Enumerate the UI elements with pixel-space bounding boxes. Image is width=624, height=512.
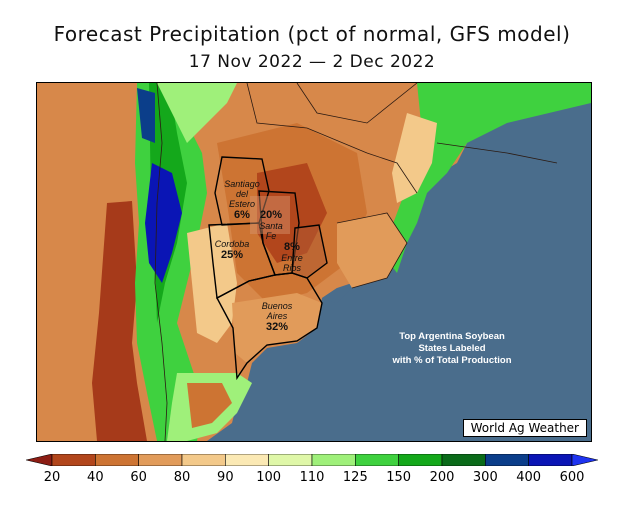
- andes-blue-core: [145, 163, 182, 283]
- note-line-3: with % of Total Production: [392, 355, 512, 366]
- northern-green: [157, 83, 237, 143]
- label-santa-fe: 20% Santa Fe: [251, 209, 291, 241]
- entre-rios-outline: [291, 224, 328, 279]
- colorbar-cell: [51, 454, 96, 466]
- colorbar-cell: [268, 454, 313, 466]
- santa-fe-name-1: Santa: [259, 221, 283, 231]
- colorbar-cell: [398, 454, 443, 466]
- colorbar-tick-label: 200: [429, 470, 455, 485]
- colorbar-tick-label: 150: [386, 470, 412, 485]
- chart-title: Forecast Precipitation (pct of normal, G…: [53, 22, 571, 46]
- colorbar-tick-label: 80: [173, 470, 191, 485]
- santiago-name-1: Santiago: [224, 179, 260, 189]
- colorbar-cell: [311, 454, 356, 466]
- label-santiago-del-estero: Santiago del Estero 6%: [217, 179, 267, 221]
- uruguay-region: [337, 213, 407, 288]
- colorbar-tick-label: 60: [130, 470, 147, 485]
- colorbar-arrow-low: [26, 454, 53, 466]
- colorbar-cell: [225, 454, 269, 466]
- colorbar-cell: [181, 454, 226, 466]
- patagonia-dark: [187, 383, 232, 428]
- note-line-2: States Labeled: [418, 343, 486, 354]
- precipitation-map: Santiago del Estero 6% 20% Santa Fe Cord…: [36, 82, 592, 442]
- santa-fe-pct: 20%: [259, 209, 283, 221]
- colorbar-tick-label: 90: [217, 470, 234, 485]
- colorbar-cell: [441, 454, 486, 466]
- colorbar-cell: [138, 454, 183, 466]
- label-entre-rios: 8% Entre Rios: [277, 241, 307, 273]
- credit-label: World Ag Weather: [462, 419, 587, 437]
- santiago-name-2: del: [235, 189, 248, 199]
- colorbar-tick-label: 400: [516, 470, 542, 485]
- santa-fe-highlight: [250, 196, 290, 234]
- date-range: 17 Nov 2022 — 2 Dec 2022: [188, 52, 436, 72]
- entre-rios-name-1: Entre: [281, 253, 303, 263]
- cordoba-pct: 25%: [220, 249, 244, 261]
- colorbar-tick-label: 110: [299, 470, 325, 485]
- buenos-aires-outline: [216, 272, 323, 381]
- colorbar-labels: 20 40 60 80 90 100 110 125 150 200 300 400 600: [0, 470, 624, 486]
- colorbar-tick-label: 125: [342, 470, 368, 485]
- colorbar-cell: [355, 454, 399, 466]
- colorbar: [26, 454, 598, 466]
- colorbar-cell: [485, 454, 529, 466]
- buenos-aires-pct: 32%: [265, 321, 289, 333]
- colorbar-tick-label: 300: [472, 470, 498, 485]
- santiago-name-3: Estero: [228, 199, 255, 209]
- colorbar-arrow-high: [571, 454, 598, 466]
- brazil-coast-light: [392, 113, 437, 203]
- colorbar-cell: [95, 454, 139, 466]
- santiago-pct: 6%: [234, 209, 250, 221]
- label-buenos-aires: Buenos Aires 32%: [252, 301, 302, 333]
- buenos-aires-region: [232, 293, 322, 363]
- entre-rios-pct: 8%: [284, 241, 300, 253]
- rio-de-la-plata: [322, 288, 352, 303]
- buenos-aires-name-1: Buenos: [261, 301, 293, 311]
- colorbar-tick-label: 100: [256, 470, 282, 485]
- borders: [154, 83, 558, 441]
- buenos-aires-name-2: Aires: [266, 311, 288, 321]
- colorbar-tick-label: 20: [43, 470, 61, 485]
- chile-dry-zone: [92, 201, 147, 441]
- cordoba-name: Cordoba: [214, 239, 250, 249]
- colorbar-cell: [528, 454, 573, 466]
- soybean-states: [208, 156, 328, 381]
- north-blue-spot: [137, 88, 155, 143]
- entre-rios-name-2: Rios: [282, 263, 301, 273]
- map-note: Top Argentina Soybean States Labeled wit…: [357, 331, 547, 367]
- santa-fe-name-2: Fe: [265, 231, 277, 241]
- label-cordoba: Cordoba 25%: [207, 239, 257, 261]
- note-line-1: Top Argentina Soybean: [399, 331, 505, 342]
- map-canvas: [37, 83, 591, 441]
- colorbar-tick-label: 600: [559, 470, 585, 485]
- colorbar-tick-label: 40: [87, 470, 104, 485]
